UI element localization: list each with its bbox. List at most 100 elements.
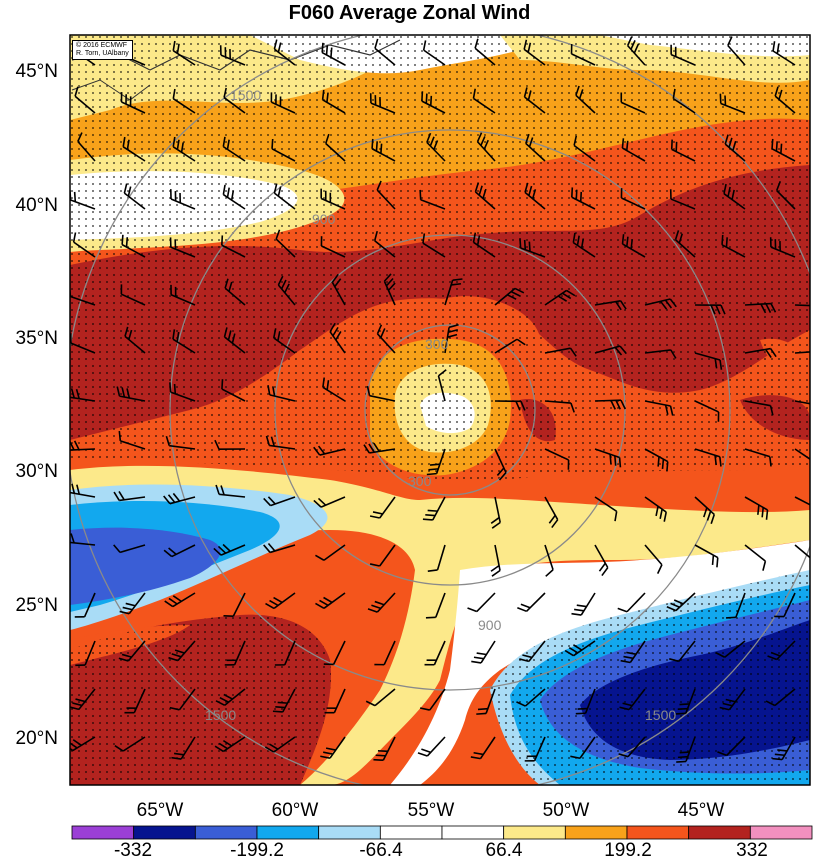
wind-barb [444,324,459,354]
colorbar-label-4: 66.4 [485,840,523,861]
wind-barb [383,273,396,306]
wind-barb [772,41,796,66]
wind-barb [422,233,446,258]
wind-barb [371,138,396,162]
wind-barb [170,284,196,306]
wind-barb [575,85,596,114]
wind-barb [169,237,196,258]
wind-barb [474,182,496,210]
wind-barb [794,350,810,354]
wind-barb [744,496,769,520]
wind-barb [594,345,627,356]
wind-barb [675,688,696,715]
wind-barb [626,36,646,66]
wind-barb [644,349,677,359]
ring-label-300-b: 300 [408,473,432,489]
wind-barb [120,284,146,306]
wind-barb [329,322,346,354]
wind-barb [419,688,446,711]
wind-barb [723,183,746,210]
wind-barb [670,44,696,66]
wind-barb [426,448,446,476]
wind-barb [644,298,677,310]
wind-barb [425,592,446,619]
wind-barb [114,736,146,752]
wind-barb [373,231,396,258]
wind-barb [744,400,774,416]
wind-barb [570,736,596,760]
wind-barb [267,385,296,402]
lat-label-25: 25°N [15,595,58,616]
wind-barb [727,36,746,66]
wind-barb [320,236,346,258]
wind-barb [323,640,346,666]
wind-barb [594,299,627,311]
wind-barb [524,736,546,762]
wind-barb [331,273,346,306]
wind-barb [321,89,346,114]
wind-barb [376,324,396,354]
wind-barb [772,736,796,761]
lon-label-50w: 50°W [542,800,590,821]
wind-barb [618,736,646,758]
colorbar-swatch [749,825,813,840]
wind-barb [313,445,346,456]
lat-label-30: 30°N [15,461,58,482]
wind-barb [775,181,796,210]
colorbar-swatch [133,825,196,840]
wind-barb [263,496,296,507]
wind-barb [744,302,777,314]
colorbar-label-5: 199.2 [604,840,652,861]
wind-barb [224,278,246,306]
range-ring [169,129,731,691]
wind-barb [719,93,746,114]
wind-barbs [70,36,810,763]
wind-barb [272,328,296,354]
wind-barb [122,136,146,162]
wind-barb [417,736,446,757]
wind-barb [519,238,546,258]
wind-barb [224,640,246,666]
wind-barb [620,92,646,114]
wind-barb [644,400,674,416]
colorbar-swatch [441,825,505,840]
ring-label-300-a: 300 [425,336,449,352]
wind-barb [594,448,622,468]
wind-barb [476,688,496,715]
wind-barb [767,640,796,661]
wind-barb [494,338,526,354]
wind-barb [118,640,146,662]
wind-barb [794,400,810,407]
wind-barb [324,688,346,714]
wind-barb [694,448,722,467]
wind-barb [366,385,396,402]
wind-barb [369,93,396,114]
colorbar-swatch [194,825,258,840]
wind-barb [113,490,146,502]
wind-barb [213,543,246,556]
wind-barb [369,496,396,519]
wind-barb [694,304,726,315]
wind-barb [571,187,596,210]
wind-barb [694,544,719,568]
wind-barb [472,232,496,258]
wind-barb [516,688,546,707]
wind-barb [437,369,447,402]
wind-barb [470,736,496,760]
wind-barb [621,234,646,258]
wind-barb [214,736,246,753]
wind-barb [315,592,346,609]
wind-barb [523,39,546,66]
wind-barb [219,45,246,66]
wind-barb [172,136,196,162]
colorbar-label-2: -199.2 [230,840,284,861]
wind-barb [670,139,696,162]
wind-barb [421,91,446,114]
wind-barb [774,592,796,618]
wind-barb [794,544,810,563]
wind-barb [544,289,576,306]
wind-barb [794,448,810,471]
wind-barb [367,592,396,613]
wind-barb [774,86,796,114]
